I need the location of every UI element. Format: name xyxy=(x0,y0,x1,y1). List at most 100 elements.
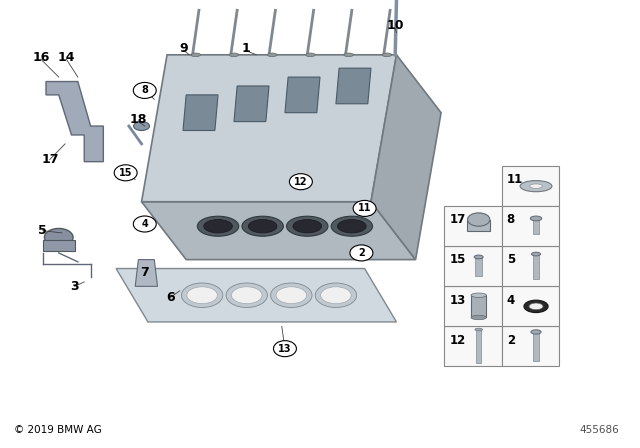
Ellipse shape xyxy=(197,216,239,236)
Ellipse shape xyxy=(276,287,307,304)
Ellipse shape xyxy=(229,53,239,56)
FancyBboxPatch shape xyxy=(444,327,502,366)
Polygon shape xyxy=(46,82,103,162)
Bar xyxy=(533,332,540,361)
Polygon shape xyxy=(141,55,396,202)
FancyBboxPatch shape xyxy=(444,246,502,286)
Text: 3: 3 xyxy=(70,280,79,293)
Text: 15: 15 xyxy=(449,254,466,267)
Polygon shape xyxy=(141,202,415,260)
Ellipse shape xyxy=(204,220,232,233)
Text: 4: 4 xyxy=(507,293,515,306)
Ellipse shape xyxy=(187,287,218,304)
Circle shape xyxy=(273,340,296,357)
Circle shape xyxy=(114,165,137,181)
Text: 12: 12 xyxy=(294,177,308,187)
FancyBboxPatch shape xyxy=(444,286,502,327)
Text: 7: 7 xyxy=(140,267,149,280)
Ellipse shape xyxy=(337,220,366,233)
Ellipse shape xyxy=(191,53,200,56)
Ellipse shape xyxy=(271,283,312,307)
Polygon shape xyxy=(371,55,441,260)
Polygon shape xyxy=(183,95,218,130)
Bar xyxy=(476,257,482,276)
Text: 12: 12 xyxy=(449,334,466,347)
Bar xyxy=(471,295,486,318)
Ellipse shape xyxy=(321,287,351,304)
Bar xyxy=(533,219,540,234)
Bar xyxy=(467,220,490,231)
Text: 18: 18 xyxy=(130,113,147,126)
Text: 2: 2 xyxy=(507,334,515,347)
FancyBboxPatch shape xyxy=(502,286,559,327)
Text: 11: 11 xyxy=(358,203,371,213)
Ellipse shape xyxy=(467,213,490,226)
Bar xyxy=(43,240,75,251)
Ellipse shape xyxy=(524,300,548,313)
Bar xyxy=(533,254,540,279)
Ellipse shape xyxy=(242,216,284,236)
Bar xyxy=(476,330,481,363)
FancyBboxPatch shape xyxy=(502,166,559,206)
Text: 14: 14 xyxy=(58,51,75,64)
Ellipse shape xyxy=(382,53,392,56)
Ellipse shape xyxy=(232,287,262,304)
FancyBboxPatch shape xyxy=(1,10,415,429)
Ellipse shape xyxy=(316,283,356,307)
Ellipse shape xyxy=(293,220,321,233)
Polygon shape xyxy=(285,77,320,113)
Circle shape xyxy=(133,82,156,99)
Text: 4: 4 xyxy=(141,219,148,229)
Polygon shape xyxy=(116,268,396,322)
Ellipse shape xyxy=(531,216,541,221)
Text: 2: 2 xyxy=(358,248,365,258)
Ellipse shape xyxy=(520,181,552,192)
Ellipse shape xyxy=(344,53,353,56)
Ellipse shape xyxy=(44,228,73,246)
Ellipse shape xyxy=(530,184,542,188)
FancyBboxPatch shape xyxy=(502,246,559,286)
FancyBboxPatch shape xyxy=(444,206,502,246)
Text: 8: 8 xyxy=(141,86,148,95)
Ellipse shape xyxy=(331,216,372,236)
Text: 15: 15 xyxy=(119,168,132,178)
Circle shape xyxy=(133,216,156,232)
Text: 5: 5 xyxy=(507,254,515,267)
Ellipse shape xyxy=(531,330,541,334)
Ellipse shape xyxy=(181,283,223,307)
Text: 17: 17 xyxy=(41,153,59,166)
Ellipse shape xyxy=(475,328,483,331)
Text: 10: 10 xyxy=(387,19,404,32)
Circle shape xyxy=(353,200,376,216)
Text: 1: 1 xyxy=(241,42,250,55)
Text: 11: 11 xyxy=(507,173,523,186)
FancyBboxPatch shape xyxy=(502,327,559,366)
Text: © 2019 BMW AG: © 2019 BMW AG xyxy=(14,426,102,435)
Polygon shape xyxy=(234,86,269,121)
Ellipse shape xyxy=(248,220,277,233)
Ellipse shape xyxy=(471,315,486,320)
Ellipse shape xyxy=(226,283,268,307)
Ellipse shape xyxy=(268,53,277,56)
Ellipse shape xyxy=(474,255,483,259)
Ellipse shape xyxy=(306,53,316,56)
Ellipse shape xyxy=(287,216,328,236)
Ellipse shape xyxy=(134,121,150,130)
Polygon shape xyxy=(336,68,371,104)
Circle shape xyxy=(289,174,312,190)
Circle shape xyxy=(350,245,373,261)
Text: 17: 17 xyxy=(449,213,466,226)
Polygon shape xyxy=(135,260,157,286)
Text: 13: 13 xyxy=(449,293,466,306)
Ellipse shape xyxy=(471,293,486,297)
Text: 6: 6 xyxy=(166,291,175,304)
Text: 9: 9 xyxy=(179,42,188,55)
Ellipse shape xyxy=(529,303,543,310)
Text: 5: 5 xyxy=(38,224,47,237)
Ellipse shape xyxy=(532,252,540,256)
FancyBboxPatch shape xyxy=(502,206,559,246)
Text: 455686: 455686 xyxy=(580,426,620,435)
Text: 16: 16 xyxy=(32,51,49,64)
Text: 8: 8 xyxy=(507,213,515,226)
Text: 13: 13 xyxy=(278,344,292,353)
